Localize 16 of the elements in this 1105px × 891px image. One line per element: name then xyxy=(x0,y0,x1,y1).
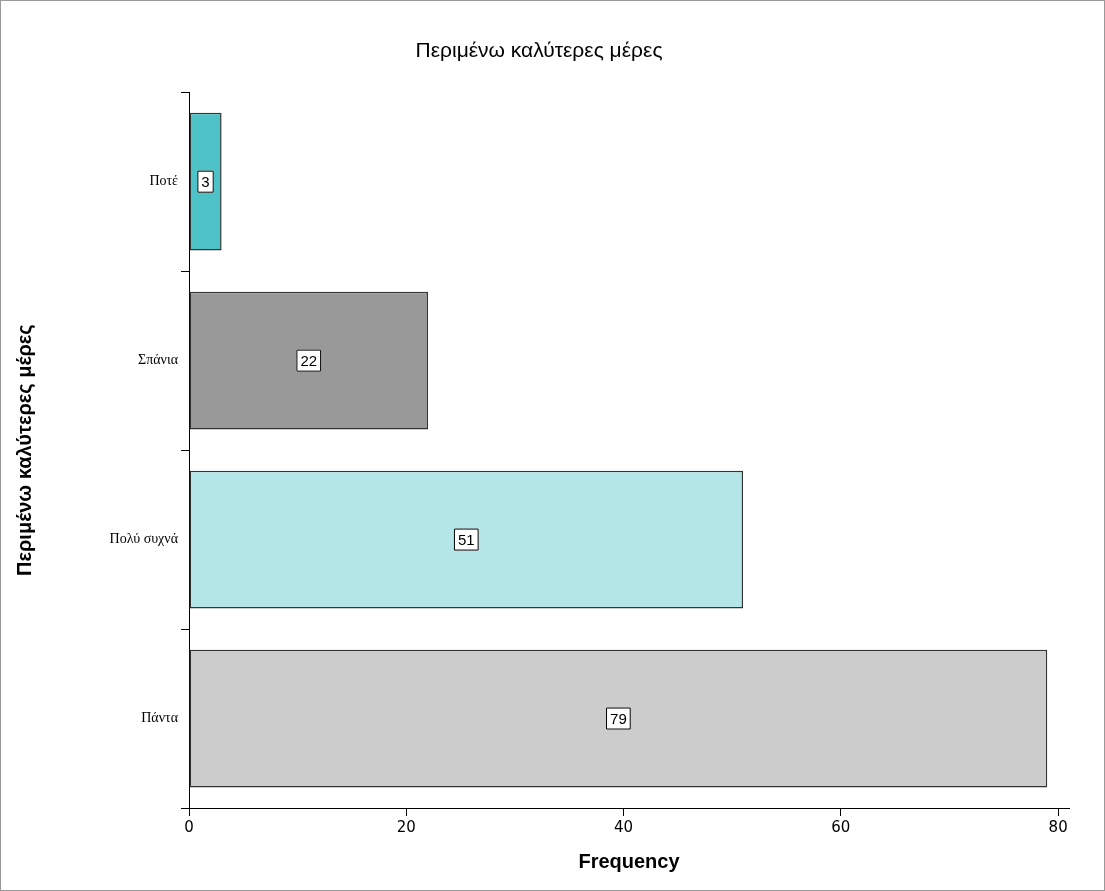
data-label: 3 xyxy=(201,172,210,190)
data-label: 51 xyxy=(457,530,475,548)
y-tick-label: Σπάνια xyxy=(138,352,179,368)
y-axis-title: Περιμένω καλύτερες μέρες xyxy=(12,324,35,576)
data-label: 79 xyxy=(610,709,627,727)
y-tick-label: Πολύ συχνά xyxy=(109,531,179,547)
x-tick-label: 60 xyxy=(831,817,851,836)
x-tick-label: 0 xyxy=(184,817,194,836)
y-tick-label: Ποτέ xyxy=(149,173,179,189)
x-tick-label: 20 xyxy=(396,817,416,836)
x-tick-label: 40 xyxy=(614,817,634,836)
data-label: 22 xyxy=(300,351,318,369)
x-axis-title: Frequency xyxy=(578,849,681,872)
y-tick-label: Πάντα xyxy=(141,710,179,726)
x-tick-label: 80 xyxy=(1048,817,1068,836)
chart-title: Περιμένω καλύτερες μέρες xyxy=(415,38,663,62)
